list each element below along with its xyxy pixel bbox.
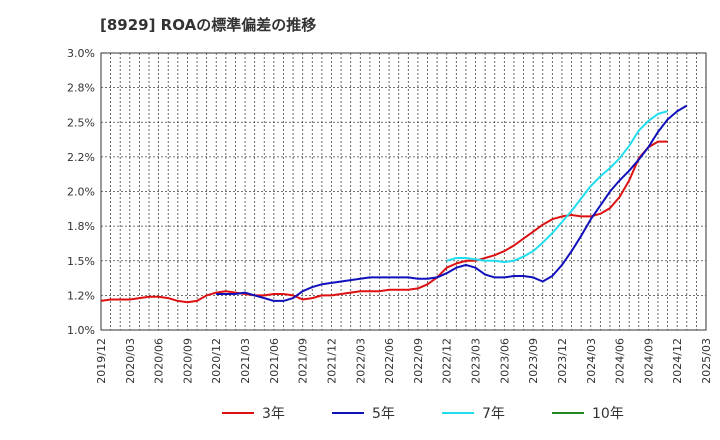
x-tick-label: 2020/03: [124, 338, 137, 384]
x-tick-label: 2024/06: [614, 338, 627, 384]
series-line: [446, 110, 668, 264]
legend-label: 5年: [372, 406, 395, 422]
y-tick-label: 2.2%: [67, 151, 95, 164]
y-tick-label: 2.8%: [67, 82, 95, 95]
y-tick-label: 2.5%: [67, 116, 95, 129]
x-tick-label: 2020/09: [181, 338, 194, 384]
series-line: [216, 104, 688, 302]
x-tick-label: 2023/03: [470, 338, 483, 384]
x-tick-label: 2023/09: [527, 338, 540, 384]
x-tick-label: 2020/12: [210, 338, 223, 384]
x-tick-label: 2020/06: [153, 338, 166, 384]
y-tick-label: 3.0%: [67, 47, 95, 60]
series-lines: [100, 104, 688, 304]
x-tick-label: 2023/12: [556, 338, 569, 384]
y-tick-label: 1.0%: [67, 324, 95, 337]
x-tick-label: 2021/03: [239, 338, 252, 384]
x-tick-label: 2023/06: [498, 338, 511, 384]
x-tick-label: 2021/09: [297, 338, 310, 384]
legend: 3年 5年 7年 10年: [222, 406, 624, 422]
chart-title: [8929] ROAの標準偏差の推移: [100, 16, 317, 34]
y-tick-label: 2.0%: [67, 186, 95, 199]
axes: 3.0% 2.8% 2.5% 2.2% 2.0% 1.8% 1.5% 1.2% 1.0%2019…: [67, 47, 713, 384]
x-tick-label: 2024/12: [671, 338, 684, 384]
x-tick-label: 2021/12: [325, 338, 338, 384]
x-tick-label: 2022/03: [354, 338, 367, 384]
series-line: [100, 140, 668, 304]
grid-lines: [100, 52, 707, 331]
x-tick-label: 2021/06: [268, 338, 281, 384]
y-tick-label: 1.8%: [67, 220, 95, 233]
legend-label: 7年: [482, 406, 505, 422]
y-tick-label: 1.2%: [67, 289, 95, 302]
x-tick-label: 2025/03: [700, 338, 713, 384]
x-tick-label: 2022/12: [441, 338, 454, 384]
y-tick-label: 1.5%: [67, 255, 95, 268]
legend-label: 10年: [592, 406, 624, 422]
x-tick-label: 2024/09: [642, 338, 655, 384]
x-tick-label: 2022/06: [383, 338, 396, 384]
x-tick-label: 2019/12: [95, 338, 108, 384]
x-tick-label: 2022/09: [412, 338, 425, 384]
legend-label: 3年: [262, 406, 285, 422]
x-tick-label: 2024/03: [585, 338, 598, 384]
plot-border: [100, 52, 707, 331]
